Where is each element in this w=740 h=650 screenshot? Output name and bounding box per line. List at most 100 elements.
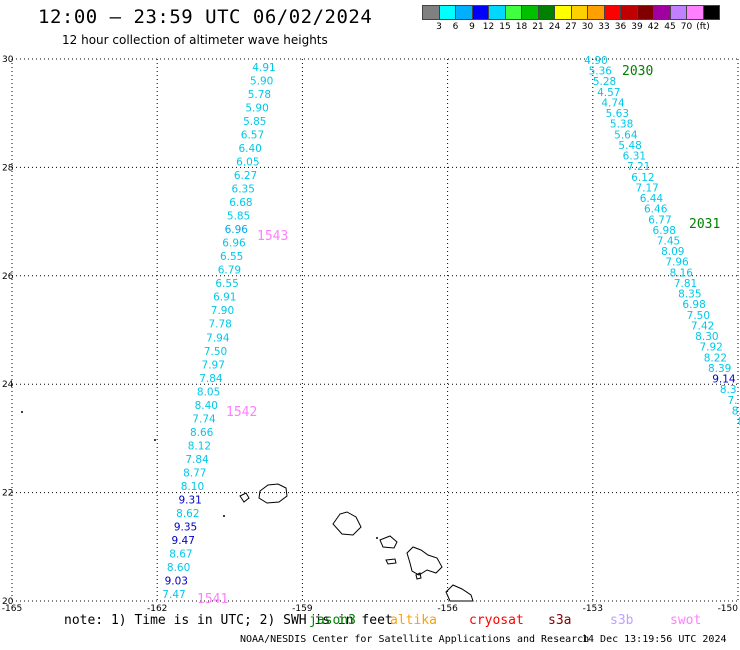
lon-tick-label: -162 — [147, 604, 167, 614]
lon-tick-label: -159 — [292, 604, 313, 614]
swh-label: 6.96 — [225, 224, 249, 236]
swh-label: 9.31 — [178, 494, 201, 506]
swh-label: 6.31 — [623, 151, 646, 163]
colorbar-label: (ft) — [696, 22, 710, 32]
lat-tick-label: 28 — [2, 163, 14, 173]
lon-tick-label: -153 — [583, 604, 603, 614]
swh-label: 4.90 — [584, 55, 607, 67]
swh-label: 8.60 — [167, 562, 190, 574]
swh-label: 8.3 — [720, 384, 737, 396]
lon-tick-label: -150 — [718, 604, 739, 614]
swh-label: 8.39 — [708, 363, 731, 375]
mission-label: cryosat — [469, 613, 524, 628]
swh-label: 8.09 — [661, 246, 684, 258]
swh-label: 8.67 — [169, 548, 192, 560]
island-outline — [445, 584, 474, 602]
swh-label: 7.74 — [192, 413, 216, 425]
colorbar-label: 36 — [614, 22, 627, 32]
swh-label: 8.77 — [183, 467, 206, 479]
lon-tick-label: -156 — [437, 604, 458, 614]
swh-label: 8.40 — [195, 400, 218, 412]
island-outline — [406, 546, 443, 576]
mission-label: s3b — [610, 613, 634, 628]
footer-timestamp: 14 Dec 13:19:56 UTC 2024 — [582, 634, 727, 645]
mission-label: s3a — [548, 613, 572, 628]
swh-label: 6.12 — [631, 172, 654, 184]
swh-label: 5.38 — [610, 119, 633, 131]
swh-label: 5.78 — [248, 89, 271, 101]
swh-label: 5.64 — [614, 129, 638, 141]
colorbar-label: 70 — [680, 22, 693, 32]
lat-tick-label: 20 — [2, 597, 14, 607]
swh-label: 6.46 — [644, 204, 668, 216]
swh-label: 7.84 — [199, 373, 223, 385]
swh-label: 5.63 — [606, 108, 629, 120]
lat-tick-label: 24 — [2, 380, 14, 390]
islet — [21, 411, 23, 413]
colorbar-label: 27 — [565, 22, 577, 32]
lat-tick-label: 22 — [2, 489, 13, 499]
graticule — [11, 58, 739, 602]
swh-label: 8.66 — [190, 427, 214, 439]
island-outline — [239, 492, 250, 503]
swh-label: 9.47 — [172, 535, 195, 547]
swh-label: 7.50 — [687, 310, 710, 322]
swh-label: 7.90 — [211, 305, 234, 317]
lon-tick-label: -165 — [2, 604, 22, 614]
island-outline — [258, 483, 288, 504]
colorbar-label: 21 — [532, 22, 544, 32]
swh-label: 6.44 — [640, 193, 664, 205]
colorbar-label: 33 — [598, 22, 610, 32]
swh-label: 8.35 — [678, 289, 701, 301]
swh-label: 8.12 — [188, 440, 211, 452]
swh-label: 6.57 — [241, 130, 264, 142]
swh-label: 7.92 — [699, 342, 722, 354]
swh-label: 7.50 — [204, 346, 227, 358]
swh-label: 7.96 — [665, 257, 689, 269]
mission-label: jason3 — [309, 613, 356, 628]
swh-label: 5.90 — [245, 103, 268, 115]
swh-label: 7.97 — [202, 359, 225, 371]
pass-labels: 2030 2031 1543 1542 1541 — [197, 64, 720, 607]
swh-label: 6.68 — [229, 197, 252, 209]
swh-label: 4.91 — [252, 62, 275, 74]
colorbar-label: 39 — [631, 22, 643, 32]
swh-label: 7.81 — [674, 278, 697, 290]
islet — [154, 439, 156, 441]
colorbar — [422, 5, 720, 20]
colorbar-label: 3 — [436, 22, 442, 32]
swh-label: 5.36 — [589, 66, 613, 78]
islet — [376, 537, 378, 539]
swh-label: 5.85 — [227, 211, 250, 223]
island-outline — [385, 558, 397, 565]
swh-label: 6.91 — [213, 292, 236, 304]
mission-label: altika — [390, 613, 437, 628]
colorbar-labels: 3 6 9 12 15 18 21 24 27 30 33 36 39 42 45 70 (ft) — [422, 22, 740, 34]
swh-label: 8.62 — [176, 508, 199, 520]
swh-label: 6.05 — [236, 157, 259, 169]
map-title: 12:00 — 23:59 UTC 06/02/2024 — [38, 6, 373, 28]
swh-label: 6.55 — [215, 278, 238, 290]
swh-label: 6.27 — [234, 170, 257, 182]
island-outline — [415, 572, 422, 580]
swh-label: 7.42 — [691, 320, 714, 332]
colorbar-label: 12 — [482, 22, 495, 32]
swh-label: 4.74 — [601, 97, 625, 109]
pass-id-label: 1542 — [226, 405, 257, 420]
swh-label: 8.22 — [704, 352, 727, 364]
island-outline — [332, 511, 362, 536]
note-text: note: 1) Time is in UTC; 2) SWH is in fe… — [64, 613, 393, 628]
swh-label: 7.84 — [185, 454, 209, 466]
swh-label: 8.16 — [670, 267, 694, 279]
swh-label: 8 — [738, 416, 740, 428]
swh-label: 9.03 — [165, 575, 188, 587]
colorbar-label: 24 — [548, 22, 561, 32]
colorbar-label: 6 — [452, 22, 459, 32]
swh-label: 7.78 — [208, 319, 231, 331]
swh-label: 6.35 — [232, 184, 255, 196]
mission-label: swot — [670, 613, 702, 628]
swh-label: 7.21 — [627, 161, 650, 173]
colorbar-label: 30 — [581, 22, 594, 32]
pass-id-label: 1543 — [257, 229, 288, 244]
colorbar-label: 18 — [515, 22, 528, 32]
